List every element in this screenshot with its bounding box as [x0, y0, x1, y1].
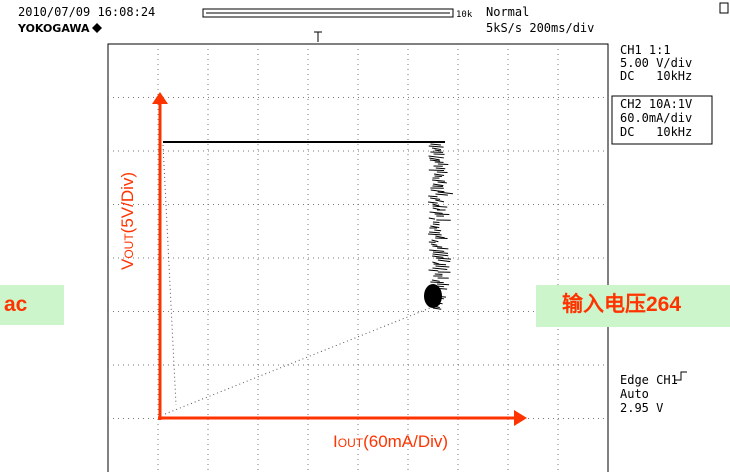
noise-stroke: [430, 212, 443, 213]
noise-stroke: [428, 234, 442, 235]
mode: Normal: [486, 6, 529, 19]
noise-stroke: [429, 146, 444, 147]
noise-stroke: [434, 264, 447, 265]
noise-stroke: [429, 270, 439, 271]
noise-stroke: [429, 156, 444, 158]
brand-diamond: [92, 23, 102, 33]
noise-stroke: [438, 182, 447, 183]
ch2-coupling: DC 10kHz: [620, 126, 692, 139]
noise-stroke: [431, 190, 445, 192]
trigger-mode: Auto: [620, 388, 649, 401]
noise-stroke: [433, 222, 440, 223]
noise-stroke: [428, 202, 438, 203]
timebase: 5kS/s 200ms/div: [486, 22, 594, 35]
trigger-source: Edge CH1: [620, 374, 678, 387]
noise-stroke: [436, 168, 446, 169]
trace-diagonal: [165, 308, 430, 414]
y-axis-label: VOUT(5V/Div): [118, 172, 138, 270]
noise-stroke: [429, 232, 440, 233]
x-axis-label: IOUT(60mA/Div): [333, 432, 448, 452]
noise-stroke: [433, 206, 448, 207]
noise-stroke: [433, 308, 441, 309]
noise-stroke: [438, 260, 450, 262]
record-length: 10k: [456, 9, 472, 22]
trace-blob: [424, 284, 442, 308]
printer-icon: [720, 3, 728, 13]
noise-stroke: [434, 230, 441, 231]
noise-stroke: [430, 282, 443, 283]
brand: YOKOGAWA: [18, 22, 90, 35]
x-label-rest: (60mA/Div): [363, 432, 448, 451]
noise-stroke: [429, 218, 435, 219]
noise-stroke: [435, 238, 447, 239]
noise-stroke: [433, 184, 443, 186]
y-label-main: V: [118, 259, 137, 270]
noise-stroke: [437, 248, 448, 249]
noise-stroke: [432, 180, 445, 181]
noise-stroke: [431, 244, 437, 245]
noise-stroke: [433, 186, 443, 187]
ch2-name: CH2 10A:1V: [620, 98, 692, 111]
noise-stroke: [434, 174, 444, 176]
noise-stroke: [432, 246, 442, 247]
noise-stroke: [429, 250, 444, 251]
left-note: ac: [0, 285, 64, 325]
y-label-rest: (5V/Div): [118, 172, 137, 233]
noise-stroke: [436, 266, 450, 267]
noise-stroke: [432, 280, 440, 281]
noise-stroke: [428, 196, 437, 197]
trace-left: [163, 145, 176, 405]
ch1-coupling: DC 10kHz: [620, 70, 692, 83]
noise-stroke: [435, 194, 447, 195]
noise-stroke: [435, 150, 442, 151]
trigger-level: 2.95 V: [620, 402, 663, 415]
noise-stroke: [432, 240, 439, 242]
noise-stroke: [432, 148, 441, 150]
y-label-sub: OUT: [122, 233, 136, 258]
x-arrowhead: [514, 410, 527, 426]
noise-stroke: [438, 192, 453, 194]
x-label-sub: OUT: [338, 436, 363, 450]
noise-stroke: [433, 252, 448, 253]
noise-stroke: [437, 284, 449, 285]
datetime: 2010/07/09 16:08:24: [18, 6, 155, 19]
noise-stroke: [432, 268, 447, 269]
noise-stroke: [433, 224, 440, 225]
ch2-scale: 60.0mA/div: [620, 112, 692, 125]
noise-stroke: [430, 226, 439, 228]
noise-stroke: [430, 198, 440, 199]
noise-stroke: [432, 256, 443, 257]
noise-stroke: [433, 208, 440, 210]
noise-stroke: [435, 200, 444, 202]
right-note: 输入电压264: [536, 285, 730, 327]
page: 2010/07/09 16:08:24 YOKOGAWA 10k Normal …: [0, 0, 730, 472]
graticule: [108, 44, 608, 472]
noise-stroke: [430, 144, 440, 145]
noise-stroke: [433, 254, 449, 256]
trigger-position: [314, 32, 322, 42]
y-arrowhead: [152, 92, 168, 104]
